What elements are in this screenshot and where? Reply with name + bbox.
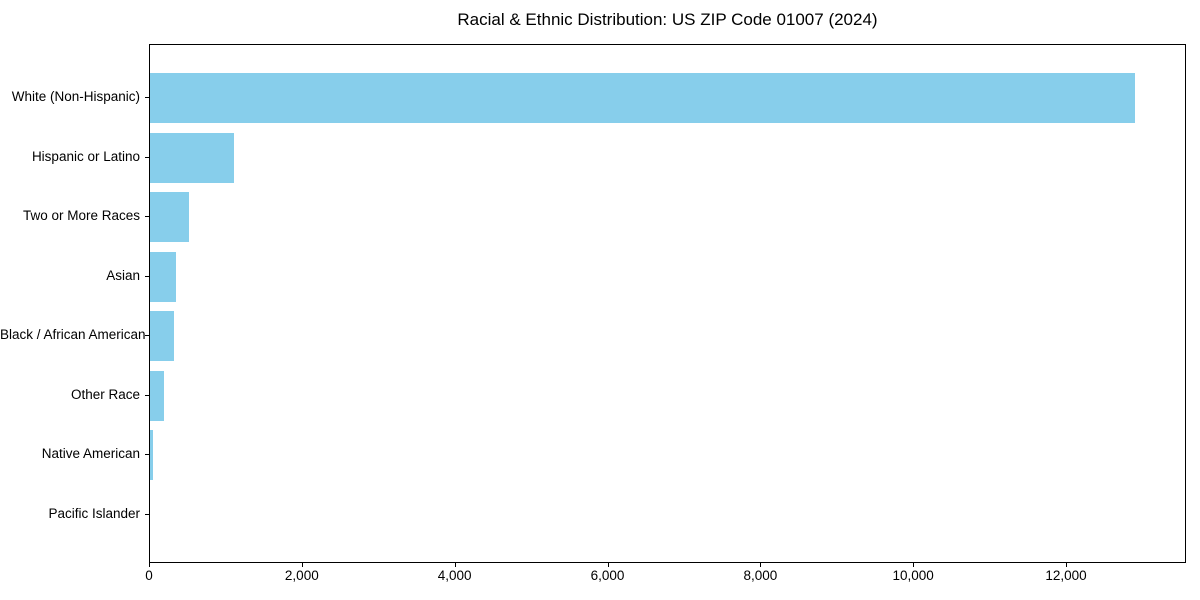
x-tick-label-0: 0 [145, 568, 153, 583]
bar-black-african-american [150, 311, 174, 362]
x-tick-mark-12000 [1066, 563, 1068, 567]
bar-white-non-hispanic [150, 73, 1136, 123]
y-tick-mark-hispanic-or-latino [145, 156, 149, 158]
x-tick-label-8000: 8,000 [743, 568, 778, 583]
y-axis-label-native-american: Native American [41, 446, 140, 462]
x-tick-mark-8000 [760, 563, 762, 567]
bar-native-american [150, 430, 153, 481]
x-tick-mark-10000 [913, 563, 915, 567]
chart-title: Racial & Ethnic Distribution: US ZIP Cod… [457, 10, 878, 29]
bar-asian [150, 251, 176, 302]
x-tick-label-12000: 12,000 [1045, 568, 1087, 583]
y-tick-mark-pacific-islander [145, 513, 149, 515]
x-tick-mark-6000 [607, 563, 609, 567]
x-tick-label-10000: 10,000 [892, 568, 934, 583]
bar-hispanic-or-latino [150, 132, 234, 183]
x-tick-label-2000: 2,000 [284, 568, 319, 583]
y-tick-mark-two-or-more-races [145, 216, 149, 218]
bar-other-race [150, 370, 165, 421]
y-tick-mark-white-non-hispanic [145, 97, 149, 98]
y-tick-mark-native-american [145, 454, 149, 456]
x-tick-label-4000: 4,000 [437, 568, 472, 583]
x-tick-mark-2000 [301, 563, 303, 567]
plot-area [149, 44, 1186, 563]
x-tick-label-6000: 6,000 [590, 568, 625, 583]
y-axis-label-white-non-hispanic: White (Non-Hispanic) [11, 89, 140, 104]
y-axis-label-pacific-islander: Pacific Islander [48, 505, 140, 521]
x-tick-mark-0 [149, 563, 150, 567]
y-axis-label-other-race: Other Race [70, 386, 140, 402]
bar-two-or-more-races [150, 192, 190, 243]
y-tick-mark-other-race [145, 394, 149, 396]
y-axis-label-hispanic-or-latino: Hispanic or Latino [31, 148, 140, 164]
y-tick-mark-asian [145, 275, 149, 277]
y-axis-label-asian: Asian [106, 267, 140, 283]
y-axis-label-black-african-american: Black / African American [0, 327, 146, 343]
y-axis-label-two-or-more-races: Two or More Races [22, 208, 140, 224]
y-tick-mark-black-african-american [145, 335, 149, 337]
x-tick-mark-4000 [454, 563, 456, 567]
